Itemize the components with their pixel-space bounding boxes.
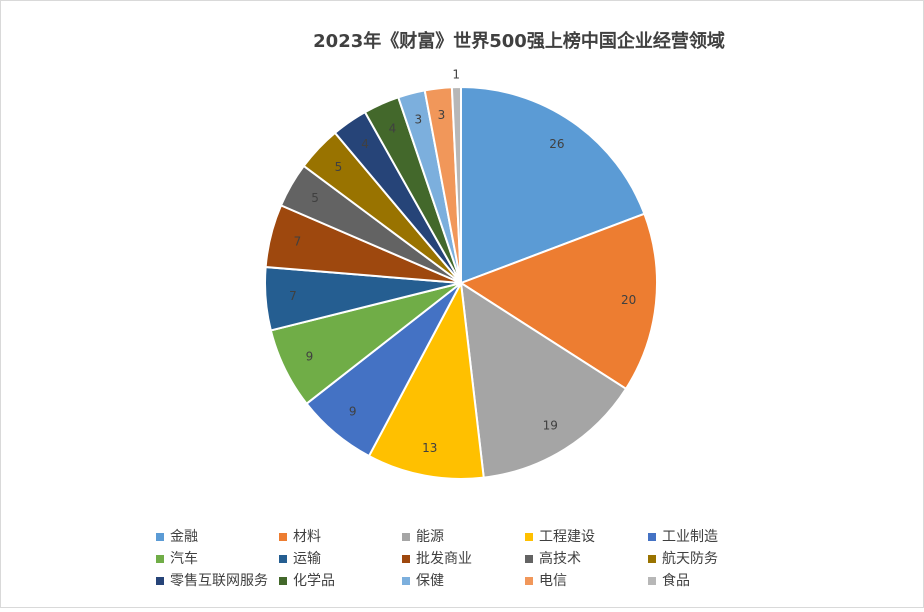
legend-label: 运输 [293, 551, 321, 567]
data-label: 5 [335, 160, 343, 174]
legend-swatch [648, 577, 656, 585]
data-label: 3 [415, 112, 423, 126]
legend-label: 材料 [293, 529, 321, 545]
legend-swatch [279, 533, 287, 541]
legend-label: 金融 [170, 529, 198, 545]
data-label: 26 [549, 137, 564, 151]
legend-swatch [525, 577, 533, 585]
pie-slice [450, 85, 462, 284]
pie-slice [460, 85, 646, 285]
legend-swatch [279, 555, 287, 563]
legend-label: 工业制造 [662, 529, 718, 545]
data-label: 3 [438, 108, 446, 122]
legend-swatch [402, 577, 410, 585]
legend-label: 能源 [416, 529, 444, 545]
legend-label: 电信 [539, 573, 567, 589]
legend-label: 批发商业 [416, 551, 472, 567]
legend-label: 汽车 [170, 550, 198, 567]
legend-label: 食品 [662, 572, 690, 589]
legend-swatch [402, 555, 410, 563]
legend-label: 零售互联网服务 [170, 573, 268, 589]
legend-label: 航天防务 [662, 551, 718, 567]
chart-title: 2023年《财富》世界500强上榜中国企业经营领域 [313, 30, 725, 52]
legend-swatch [156, 577, 164, 585]
legend-swatch [525, 533, 533, 541]
pie-slice [458, 212, 658, 391]
legend-label: 工程建设 [539, 529, 595, 545]
legend-swatch [525, 555, 533, 563]
legend-swatch [648, 555, 656, 563]
legend-swatch [279, 577, 287, 585]
data-label: 1 [452, 68, 460, 82]
pie-slice [367, 279, 485, 480]
legend-swatch [648, 533, 656, 541]
data-label: 7 [294, 235, 302, 249]
data-label: 4 [361, 137, 369, 151]
legend-label: 高技术 [539, 550, 581, 567]
legend-swatch [156, 533, 164, 541]
data-label: 7 [289, 289, 297, 303]
pie-slice [459, 281, 628, 479]
data-label: 5 [311, 191, 319, 205]
data-label: 9 [306, 349, 314, 363]
data-label: 13 [422, 441, 437, 455]
data-label: 4 [389, 122, 397, 136]
data-label: 19 [543, 418, 558, 432]
data-label: 9 [349, 405, 357, 419]
legend-swatch [156, 555, 164, 563]
legend-label: 化学品 [293, 573, 335, 589]
legend-label: 保健 [416, 573, 444, 589]
data-label: 20 [621, 293, 636, 307]
legend-swatch [402, 533, 410, 541]
